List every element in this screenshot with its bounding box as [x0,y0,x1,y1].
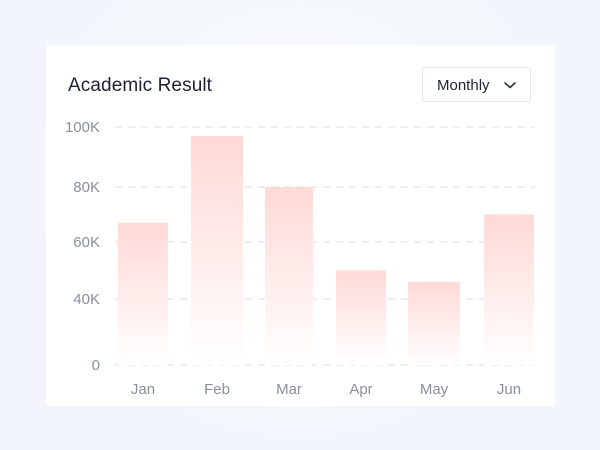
x-tick-label: Jan [131,381,155,398]
y-axis-ticks: 0 40K 60K 80K 100K [65,119,100,374]
x-tick-label: Apr [349,381,372,398]
x-tick-label: Feb [204,381,230,398]
bars [118,136,534,365]
card-title: Academic Result [68,75,213,96]
x-axis-ticks: Jan Feb Mar Apr May Jun [131,381,521,398]
period-dropdown[interactable]: Monthly [422,67,531,102]
x-tick-label: Jun [497,381,521,398]
grid-lines [115,126,535,366]
y-tick-label: 60K [73,234,100,251]
y-tick-label: 80K [73,179,100,196]
bar-apr [336,270,386,365]
period-dropdown-label: Monthly [437,77,490,94]
bar-jan [118,222,168,365]
bar-feb [191,136,243,365]
x-tick-label: May [420,381,449,398]
chevron-down-icon [504,82,516,89]
x-tick-label: Mar [276,381,302,398]
bar-mar [265,187,313,365]
bar-may [408,281,460,365]
y-tick-label: 0 [92,357,100,374]
y-tick-label: 40K [73,291,100,308]
y-tick-label: 100K [65,119,100,136]
bar-jun [484,214,534,365]
